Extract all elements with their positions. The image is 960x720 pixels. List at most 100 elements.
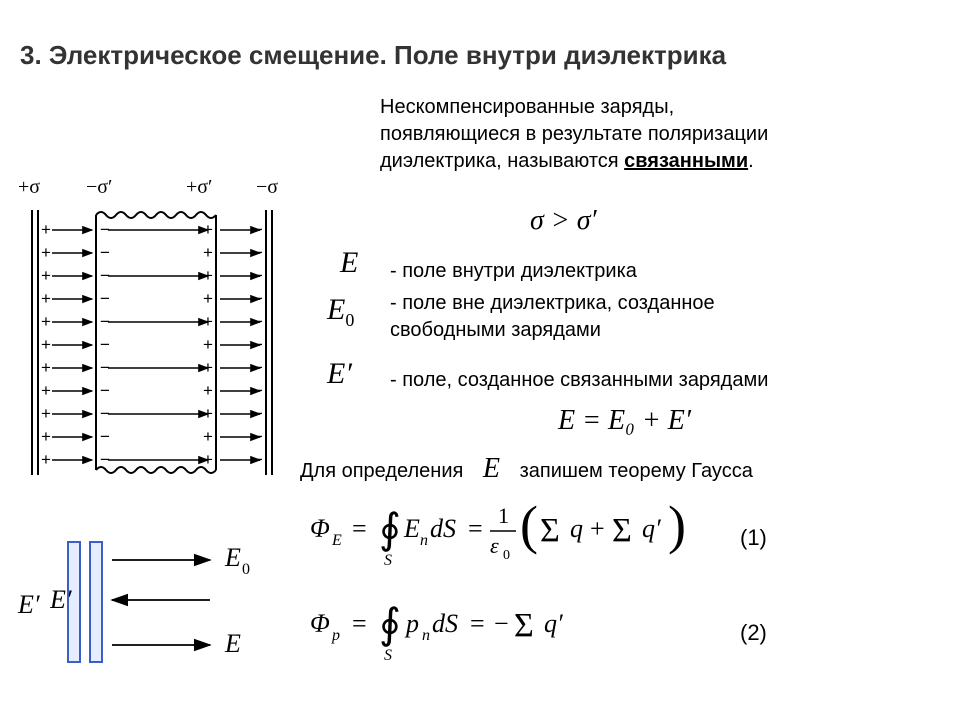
desc-E: - поле внутри диэлектрика xyxy=(390,258,637,285)
svg-text:+: + xyxy=(203,220,213,239)
svg-text:+: + xyxy=(41,427,51,446)
svg-text:E: E xyxy=(331,532,342,549)
gauss-b: запишем теорему Гаусса xyxy=(520,460,753,482)
symbol-Eprime: E′ xyxy=(327,357,352,391)
symbol-E0-main: E xyxy=(327,293,345,326)
svg-text:): ) xyxy=(668,495,686,555)
eq2-number: (2) xyxy=(740,620,767,646)
svg-text:Σ: Σ xyxy=(514,607,534,644)
svg-text:=: = xyxy=(470,609,485,638)
svg-text:=: = xyxy=(352,609,367,638)
svg-text:q: q xyxy=(570,514,583,543)
eq1-number: (1) xyxy=(740,525,767,551)
intro-line3b: связанными xyxy=(624,150,748,172)
svg-text:+: + xyxy=(203,335,213,354)
svg-text:−: − xyxy=(253,266,263,285)
desc-E0: - поле вне диэлектрика, созданное свобод… xyxy=(390,290,715,344)
svg-text:=: = xyxy=(352,514,367,543)
intro-line2: появляющиеся в результате поляризации xyxy=(380,121,768,148)
svg-text:q′: q′ xyxy=(642,514,661,543)
intro-line1: Нескомпенсированные заряды, xyxy=(380,94,768,121)
gauss-sentence: Для определения E запишем теорему Гаусса xyxy=(300,450,753,488)
equation-2: Φ p = ∮ S p n dS = − Σ q′ xyxy=(310,590,730,670)
svg-text:−: − xyxy=(253,427,263,446)
svg-text:Σ: Σ xyxy=(540,512,560,549)
intro-line3: диэлектрика, называются связанными. xyxy=(380,148,768,175)
svg-text:−: − xyxy=(253,312,263,331)
svg-text:−: − xyxy=(494,609,509,638)
svg-text:−: − xyxy=(253,450,263,469)
svg-text:0: 0 xyxy=(242,561,250,578)
svg-text:p: p xyxy=(331,627,340,644)
field-vectors-diagram: E 0 E′ E xyxy=(50,530,290,685)
svg-text:−: − xyxy=(253,243,263,262)
svg-text:Σ: Σ xyxy=(612,512,632,549)
svg-text:0: 0 xyxy=(503,548,510,563)
svg-text:dS: dS xyxy=(432,609,458,638)
intro-paragraph: Нескомпенсированные заряды, появляющиеся… xyxy=(380,94,768,175)
svg-text:−: − xyxy=(100,243,110,262)
svg-text:+: + xyxy=(41,243,51,262)
svg-text:+: + xyxy=(203,358,213,377)
symbol-E0-sub: 0 xyxy=(345,310,354,330)
svg-text:−: − xyxy=(253,404,263,423)
sigma-inequality: σ > σ′ xyxy=(530,205,597,237)
desc-E0-b: свободными зарядами xyxy=(390,317,715,344)
svg-text:∮: ∮ xyxy=(379,507,401,553)
svg-text:+: + xyxy=(41,404,51,423)
svg-text:−: − xyxy=(100,289,110,308)
equation-sum: E = E₀ + E′ xyxy=(558,405,691,437)
gauss-sym: E xyxy=(469,453,514,484)
svg-text:n: n xyxy=(420,532,428,549)
svg-text:−: − xyxy=(253,358,263,377)
svg-text:E′: E′ xyxy=(50,585,72,614)
svg-text:+: + xyxy=(203,450,213,469)
svg-text:p: p xyxy=(404,609,419,638)
desc-Eprime: - поле, созданное связанными зарядами xyxy=(390,367,768,394)
symbol-E: E xyxy=(340,246,358,280)
svg-text:+: + xyxy=(203,289,213,308)
svg-text:+: + xyxy=(41,220,51,239)
svg-text:E: E xyxy=(224,543,241,572)
svg-text:+: + xyxy=(203,404,213,423)
svg-text:+: + xyxy=(203,427,213,446)
slide-title: 3. Электрическое смещение. Поле внутри д… xyxy=(20,40,940,71)
svg-text:n: n xyxy=(422,627,430,644)
svg-text:S: S xyxy=(384,552,392,569)
svg-text:ε: ε xyxy=(490,533,499,558)
svg-text:+: + xyxy=(590,514,605,543)
svg-text:+: + xyxy=(41,381,51,400)
svg-text:Φ: Φ xyxy=(310,609,330,638)
svg-text:+: + xyxy=(41,450,51,469)
svg-text:∮: ∮ xyxy=(379,602,401,648)
svg-text:dS: dS xyxy=(430,514,456,543)
svg-text:+: + xyxy=(41,266,51,285)
desc-E0-a: - поле вне диэлектрика, созданное xyxy=(390,290,715,317)
equation-1: Φ E = ∮ S E n dS = 1 ε 0 ( Σ q + Σ q′ ) xyxy=(310,495,730,575)
svg-text:S: S xyxy=(384,647,392,664)
svg-text:+: + xyxy=(41,335,51,354)
svg-text:E: E xyxy=(403,514,420,543)
svg-text:(: ( xyxy=(520,495,538,555)
gauss-a: Для определения xyxy=(300,460,463,482)
svg-text:−: − xyxy=(100,381,110,400)
intro-line3c: . xyxy=(748,150,754,172)
svg-text:−: − xyxy=(100,335,110,354)
svg-text:−: − xyxy=(253,335,263,354)
svg-text:+: + xyxy=(203,243,213,262)
svg-text:−: − xyxy=(253,220,263,239)
svg-text:E: E xyxy=(224,629,241,658)
svg-text:q′: q′ xyxy=(544,609,563,638)
svg-text:1: 1 xyxy=(498,503,509,528)
svg-text:−: − xyxy=(253,289,263,308)
svg-text:Φ: Φ xyxy=(310,514,330,543)
eprime-label-left: E′ xyxy=(18,590,40,620)
svg-text:−: − xyxy=(100,427,110,446)
svg-text:+: + xyxy=(203,381,213,400)
svg-text:=: = xyxy=(468,514,483,543)
svg-text:+: + xyxy=(203,312,213,331)
symbol-E0: E0 xyxy=(327,293,354,331)
svg-text:+: + xyxy=(41,289,51,308)
capacitor-diagram: +σ −σ′ +σ′ −σ xyxy=(10,175,300,500)
svg-text:+: + xyxy=(203,266,213,285)
